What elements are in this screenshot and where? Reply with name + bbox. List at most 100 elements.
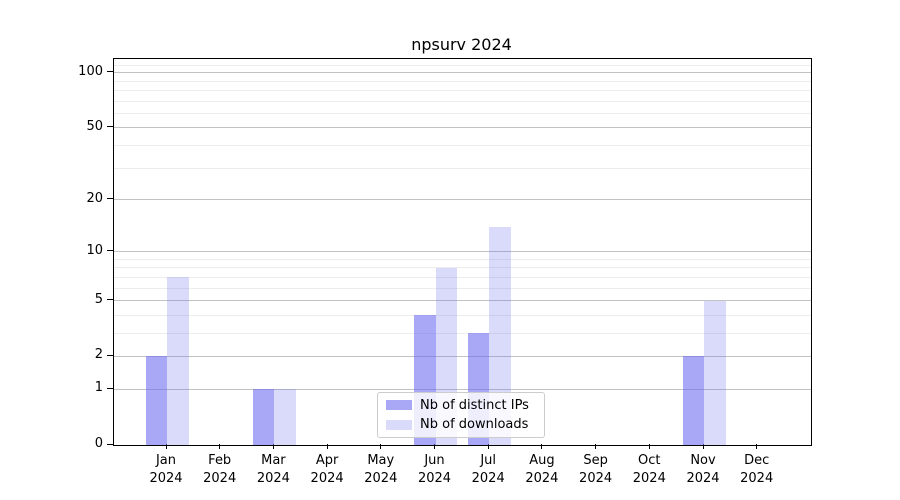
x-tick-label: Feb 2024 xyxy=(188,452,252,488)
x-tick-label: Apr 2024 xyxy=(295,452,359,488)
gridline-major xyxy=(114,72,811,74)
legend-swatch-distinct-ips xyxy=(386,400,412,411)
legend-swatch-downloads xyxy=(386,419,412,430)
x-tick-label-month: Aug xyxy=(529,453,555,468)
y-tick-mark xyxy=(107,198,113,200)
gridline-major xyxy=(114,388,811,390)
gridline-minor xyxy=(114,167,811,169)
y-tick-label: 2 xyxy=(94,347,103,363)
x-tick-label-month: Sep xyxy=(583,453,608,468)
x-tick-mark xyxy=(648,444,650,449)
y-tick-label: 100 xyxy=(78,63,103,79)
x-tick-label-year: 2024 xyxy=(579,471,613,486)
x-tick-label-month: Nov xyxy=(690,453,716,468)
x-tick-label-year: 2024 xyxy=(632,471,666,486)
y-tick-mark xyxy=(107,299,113,301)
x-tick-mark xyxy=(595,444,597,449)
x-tick-label-month: Feb xyxy=(208,453,232,468)
legend-label-distinct-ips: Nb of distinct IPs xyxy=(420,397,529,413)
y-tick-mark xyxy=(107,354,113,356)
gridline-major xyxy=(114,300,811,302)
x-tick-label: Aug 2024 xyxy=(510,452,574,488)
y-tick-label: 5 xyxy=(94,291,103,307)
plot-area xyxy=(113,58,812,446)
x-tick-mark xyxy=(326,444,328,449)
x-tick-mark xyxy=(165,444,167,449)
x-tick-label-month: Apr xyxy=(315,453,339,468)
gridline-minor xyxy=(114,90,811,92)
legend-label-downloads: Nb of downloads xyxy=(420,417,529,433)
x-tick-mark xyxy=(702,444,704,449)
x-tick-label: May 2024 xyxy=(349,452,413,488)
gridline-minor xyxy=(114,314,811,316)
gridline-minor xyxy=(114,80,811,82)
x-tick-mark xyxy=(756,444,758,449)
bar-downloads xyxy=(489,226,511,445)
gridline-major xyxy=(114,355,811,357)
x-tick-label: Jun 2024 xyxy=(403,452,467,488)
bar-downloads xyxy=(704,300,726,445)
gridline-minor xyxy=(114,258,811,260)
x-tick-label: Sep 2024 xyxy=(564,452,628,488)
bar-distinct-ips xyxy=(682,356,704,445)
x-tick-mark xyxy=(272,444,274,449)
gridline-major xyxy=(114,199,811,201)
chart-title: npsurv 2024 xyxy=(411,35,512,54)
x-tick-label-month: Jun xyxy=(424,453,445,468)
x-tick-label-month: May xyxy=(367,453,395,468)
x-tick-label-month: Oct xyxy=(638,453,661,468)
gridline-minor xyxy=(114,267,811,269)
y-tick-label: 20 xyxy=(86,190,103,206)
x-tick-label-month: Dec xyxy=(744,453,770,468)
y-tick-mark xyxy=(107,126,113,128)
x-tick-label-year: 2024 xyxy=(740,471,774,486)
x-tick-label-year: 2024 xyxy=(203,471,237,486)
gridline-minor xyxy=(114,276,811,278)
x-tick-mark xyxy=(380,444,382,449)
x-tick-label-year: 2024 xyxy=(686,471,720,486)
x-tick-label-year: 2024 xyxy=(364,471,398,486)
bar-downloads xyxy=(274,389,296,445)
x-tick-label: Oct 2024 xyxy=(617,452,681,488)
x-tick-label-year: 2024 xyxy=(256,471,290,486)
x-tick-label-year: 2024 xyxy=(149,471,183,486)
y-tick-label: 10 xyxy=(86,242,103,258)
y-tick-label: 50 xyxy=(86,118,103,134)
x-tick-label: Mar 2024 xyxy=(241,452,305,488)
legend-item-downloads: Nb of downloads xyxy=(386,417,536,434)
gridline-minor xyxy=(114,145,811,147)
gridline-minor xyxy=(114,64,811,66)
legend: Nb of distinct IPs Nb of downloads xyxy=(377,392,545,438)
gridline-major xyxy=(114,251,811,253)
x-tick-mark xyxy=(434,444,435,449)
y-tick-mark xyxy=(107,443,113,445)
y-tick-mark xyxy=(107,387,113,389)
x-tick-label-month: Jan xyxy=(155,453,177,468)
x-tick-label-month: Jul xyxy=(480,453,497,468)
y-tick-mark xyxy=(107,71,113,73)
x-tick-mark xyxy=(541,444,543,449)
x-tick-mark xyxy=(219,444,221,449)
bar-distinct-ips xyxy=(252,389,275,445)
x-tick-label: Jul 2024 xyxy=(456,452,520,488)
gridline-minor xyxy=(114,332,811,334)
y-tick-label: 0 xyxy=(94,436,103,451)
gridline-minor xyxy=(114,100,811,102)
x-tick-label-year: 2024 xyxy=(471,471,505,486)
x-tick-label: Jan 2024 xyxy=(134,452,198,488)
x-tick-label-year: 2024 xyxy=(525,471,559,486)
legend-item-distinct-ips: Nb of distinct IPs xyxy=(386,397,536,414)
x-tick-label-year: 2024 xyxy=(417,471,452,486)
x-tick-mark xyxy=(487,444,489,449)
bar-distinct-ips xyxy=(145,356,167,445)
bar-downloads xyxy=(167,277,189,445)
x-tick-label-year: 2024 xyxy=(310,471,344,486)
gridline-major xyxy=(114,127,811,129)
y-tick-label: 1 xyxy=(94,380,103,396)
x-tick-label: Nov 2024 xyxy=(671,452,735,488)
gridline-minor xyxy=(114,113,811,115)
x-tick-label-month: Mar xyxy=(261,453,286,468)
gridline-minor xyxy=(114,287,811,289)
x-tick-label: Dec 2024 xyxy=(725,452,789,488)
